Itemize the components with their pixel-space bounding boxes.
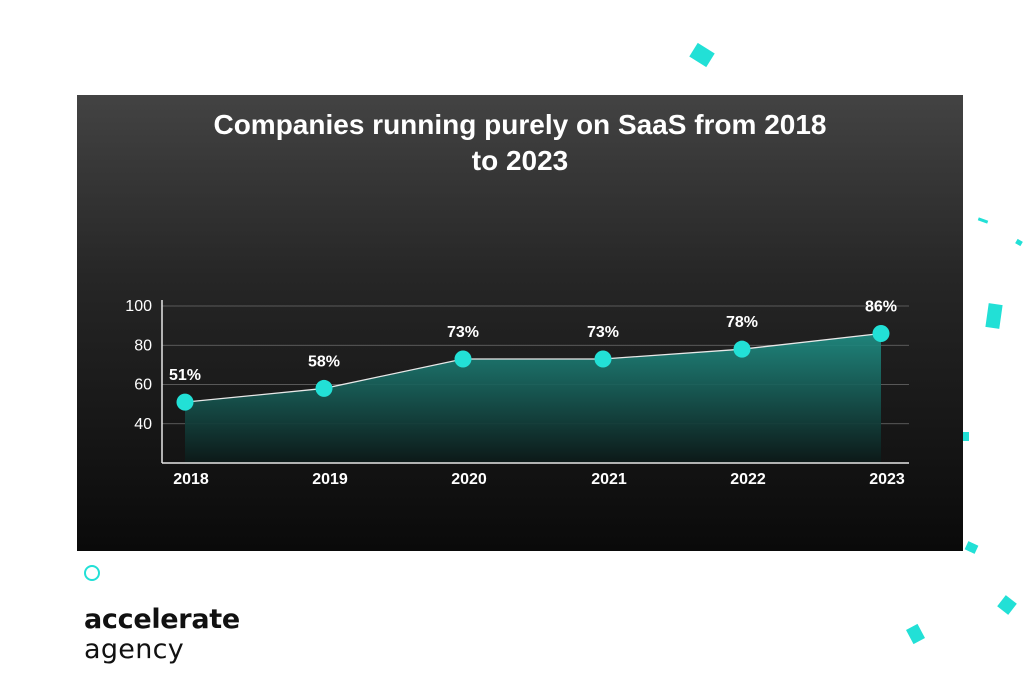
y-tick-label: 80 — [134, 337, 152, 354]
x-tick-label: 2020 — [451, 471, 487, 488]
confetti-shape — [1015, 238, 1023, 247]
x-tick-label: 2021 — [591, 471, 627, 488]
x-tick-label: 2018 — [173, 471, 209, 488]
data-point — [315, 379, 333, 397]
chart-area: 40 60 80 100 2018 2019 2020 2021 2022 2023 51% 58%… — [125, 298, 909, 488]
chart-panel: Companies running purely on SaaS from 20… — [77, 95, 963, 551]
brand-subname: agency — [84, 634, 185, 665]
data-label: 58% — [308, 353, 340, 370]
brand-logo: accelerate agency — [84, 604, 240, 664]
ring-decoration — [84, 565, 100, 581]
confetti-shape — [689, 42, 715, 68]
confetti-shape — [997, 595, 1017, 615]
brand-name: accelerate — [84, 604, 240, 635]
data-label: 86% — [865, 298, 897, 315]
y-tick-label: 40 — [134, 416, 152, 433]
confetti-shape — [906, 623, 925, 645]
confetti-shape — [964, 541, 979, 554]
confetti-shape — [977, 217, 989, 224]
data-label: 73% — [587, 324, 619, 341]
data-point — [733, 340, 751, 358]
x-tick-label: 2019 — [312, 471, 348, 488]
confetti-shape — [985, 303, 1003, 329]
data-point — [454, 350, 472, 368]
x-tick-label: 2022 — [730, 471, 766, 488]
area-fill — [185, 333, 881, 463]
data-label: 51% — [169, 367, 201, 384]
y-tick-label: 100 — [125, 298, 152, 315]
data-label: 73% — [447, 324, 479, 341]
series-line — [184, 332, 882, 403]
data-point — [176, 393, 194, 411]
data-label: 78% — [726, 314, 758, 331]
y-tick-label: 60 — [134, 377, 152, 394]
confetti-shape — [962, 432, 969, 441]
data-point — [594, 350, 612, 368]
chart-title: Companies running purely on SaaS from 20… — [213, 109, 827, 176]
x-tick-label: 2023 — [869, 471, 905, 488]
data-point — [872, 324, 890, 342]
